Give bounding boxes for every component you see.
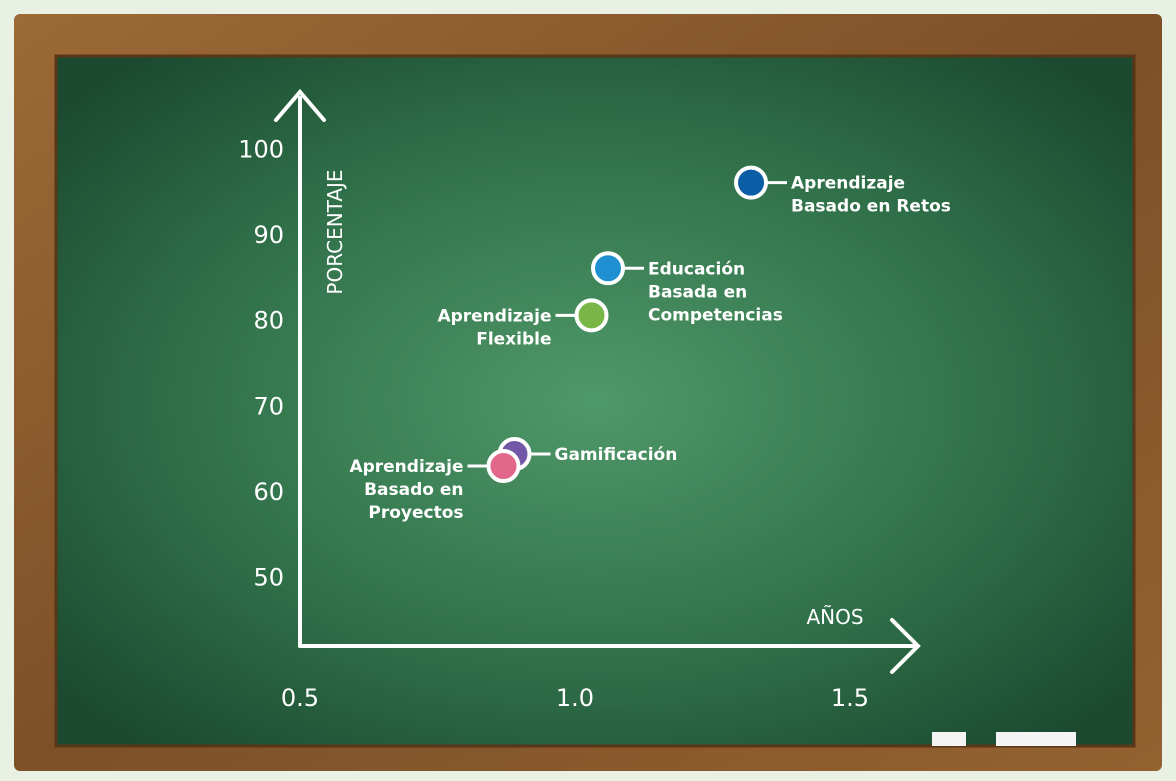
- point: [577, 300, 607, 330]
- y-tick-label: 100: [238, 135, 284, 163]
- x-tick-label: 1.5: [831, 684, 869, 712]
- y-tick-label: 80: [253, 307, 284, 335]
- x-axis-label: AÑOS: [806, 605, 863, 629]
- y-tick-label: 90: [253, 221, 284, 249]
- x-tick-label: 1.0: [556, 684, 594, 712]
- point: [736, 168, 766, 198]
- point-label: Gamificación: [555, 445, 678, 465]
- y-tick-label: 50: [253, 564, 284, 592]
- y-tick-label: 70: [253, 392, 284, 420]
- x-tick-label: 0.5: [281, 684, 319, 712]
- chalkboard-chart: AÑOS PORCENTAJE 50607080901000.51.01.5Ap…: [0, 0, 1176, 777]
- y-tick-label: 60: [253, 478, 284, 506]
- y-axis-label: PORCENTAJE: [323, 169, 347, 294]
- board: [56, 56, 1134, 746]
- eraser: [996, 732, 1076, 746]
- chalk: [932, 732, 966, 746]
- point: [593, 253, 623, 283]
- point: [489, 451, 519, 481]
